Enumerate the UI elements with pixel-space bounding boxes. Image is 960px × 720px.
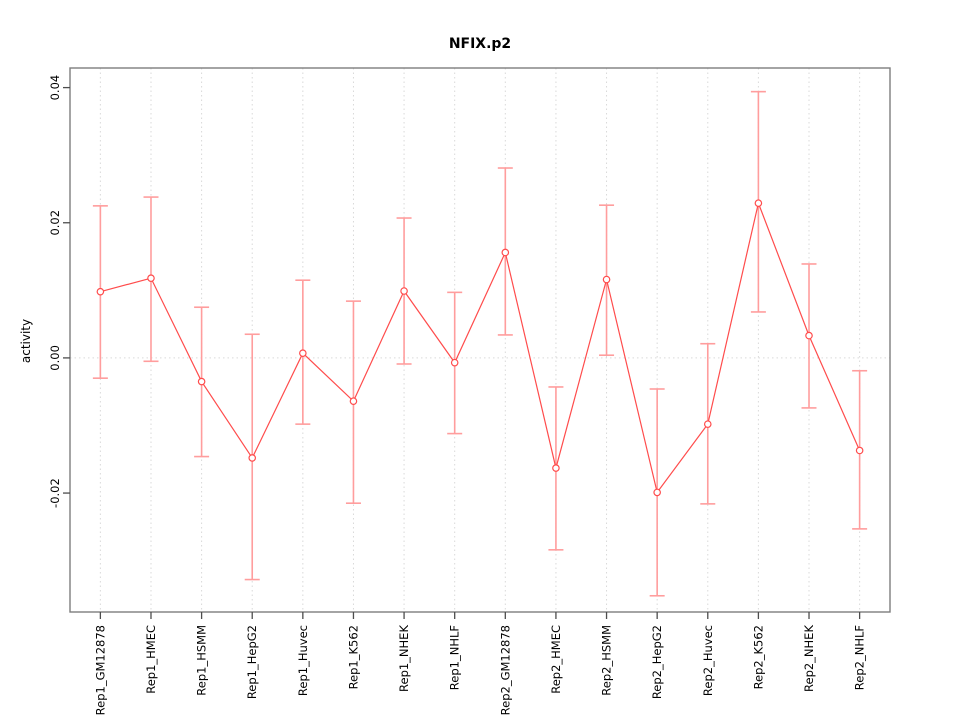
x-tick-label: Rep2_HSMM [600, 625, 614, 696]
y-tick-label: 0.00 [48, 345, 62, 371]
x-tick-label: Rep1_NHEK [397, 625, 411, 692]
data-point [147, 274, 155, 282]
x-tick-label: Rep2_K562 [751, 625, 765, 689]
data-point [754, 199, 763, 207]
data-point [501, 248, 510, 257]
x-tick-label: Rep1_HepG2 [245, 625, 259, 699]
x-tick-label: Rep2_GM12878 [498, 625, 512, 715]
data-point [855, 446, 864, 455]
x-tick-label: Rep2_HepG2 [650, 625, 664, 699]
x-tick-label: Rep1_HMEC [144, 625, 158, 694]
x-tick-label: Rep1_K562 [346, 625, 360, 689]
x-tick-label: Rep2_NHEK [802, 625, 816, 692]
plot-border [69, 67, 891, 613]
data-point [450, 358, 459, 367]
data-point [96, 287, 105, 296]
data-point [299, 349, 307, 357]
data-point [805, 331, 813, 340]
data-point [552, 464, 560, 472]
data-point [400, 287, 408, 295]
series-line [100, 201, 861, 494]
y-tick-label: 0.02 [48, 210, 62, 236]
x-tick-label: Rep1_GM12878 [93, 625, 107, 715]
chart-title: NFIX.p2 [448, 36, 512, 52]
y-tick-label: -0.02 [48, 478, 62, 508]
x-tick-label: Rep2_HMEC [549, 625, 563, 694]
data-point [349, 397, 358, 405]
data-point [703, 420, 712, 428]
y-tick-label: 0.04 [48, 75, 62, 101]
data-point [197, 377, 206, 386]
x-tick-label: Rep1_HSMM [195, 625, 209, 696]
data-point [248, 454, 257, 462]
x-tick-label: Rep2_NHLF [853, 625, 867, 690]
data-point [653, 488, 661, 497]
x-tick-label: Rep1_NHLF [448, 625, 462, 690]
x-tick-label: Rep2_Huvec [701, 625, 715, 696]
x-tick-label: Rep1_Huvec [296, 625, 310, 696]
data-point [602, 275, 611, 284]
